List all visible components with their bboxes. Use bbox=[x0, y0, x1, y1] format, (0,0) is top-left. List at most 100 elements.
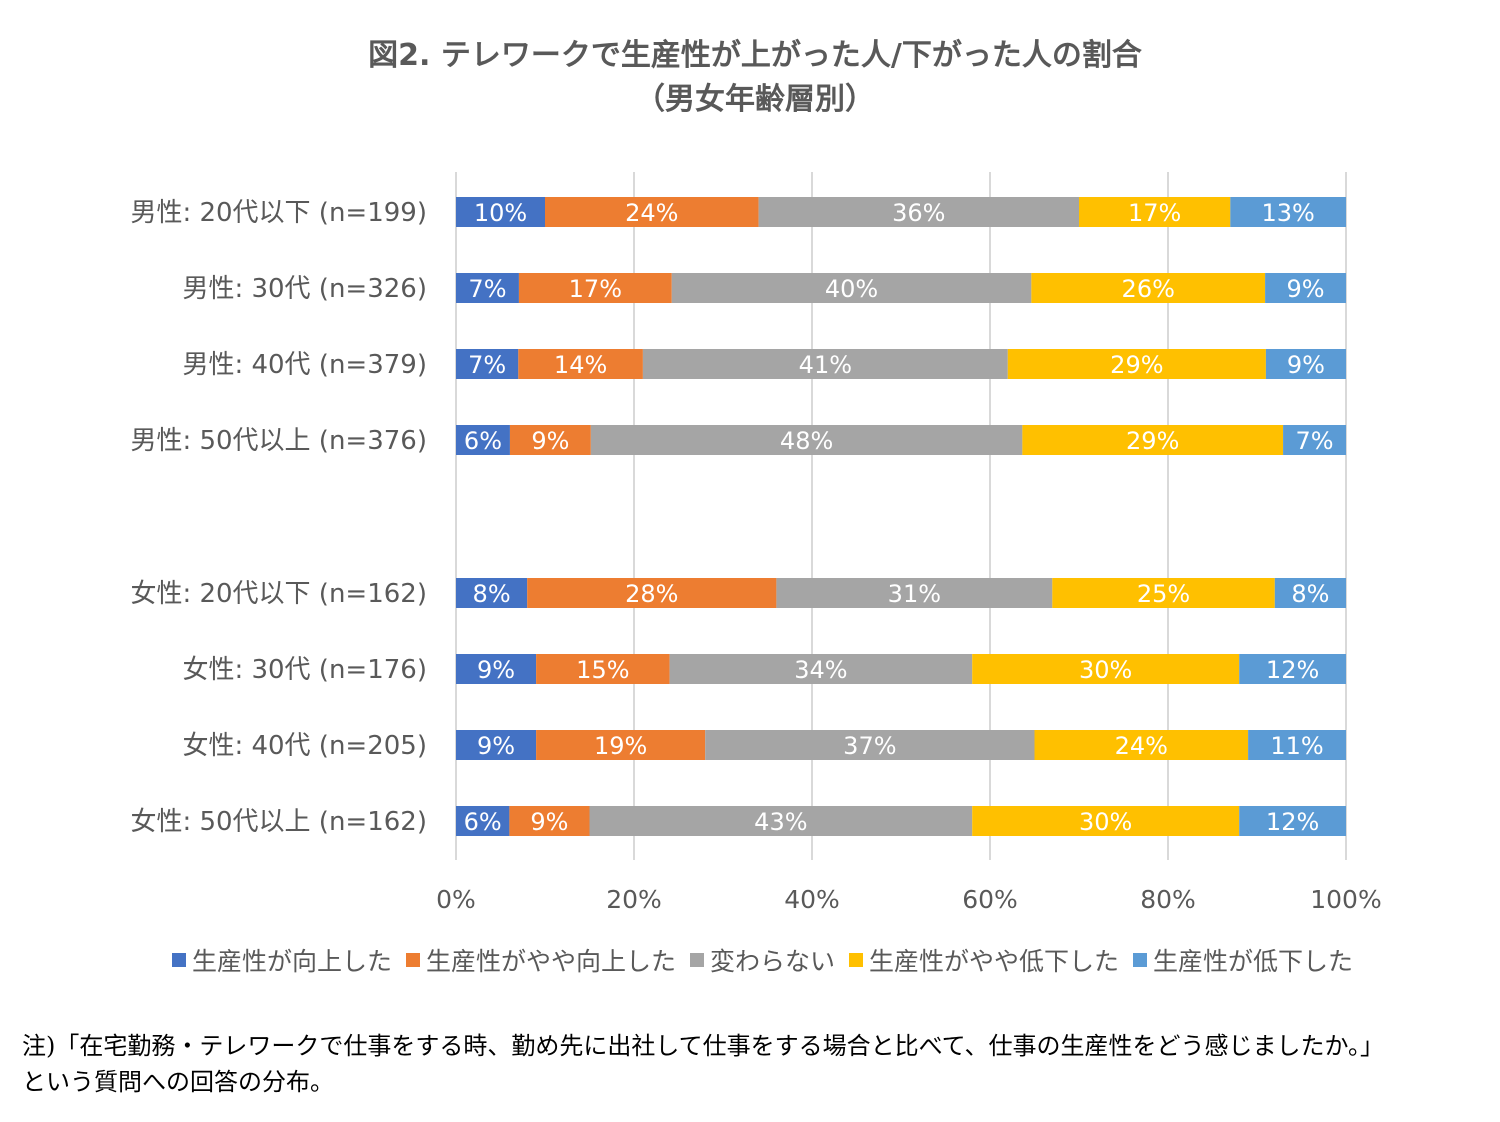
bar-segment bbox=[1079, 197, 1231, 227]
chart-title: 図2. テレワークで生産性が上がった人/下がった人の割合 bbox=[368, 38, 1142, 73]
chart-title-block: 図2. テレワークで生産性が上がった人/下がった人の割合 （男女年齢層別） bbox=[0, 34, 1500, 122]
bar-segment bbox=[642, 349, 1008, 379]
data-label: 40% bbox=[825, 275, 878, 303]
bar-segment bbox=[758, 197, 1079, 227]
bar-segment bbox=[1265, 273, 1346, 303]
bar-segment bbox=[590, 425, 1023, 455]
data-label: 12% bbox=[1266, 808, 1319, 836]
category-label: 女性: 20代以下 (n=162) bbox=[130, 579, 427, 609]
bar-segment bbox=[671, 273, 1032, 303]
bar-segment bbox=[456, 197, 545, 227]
data-label: 9% bbox=[530, 808, 568, 836]
data-label: 12% bbox=[1266, 656, 1319, 684]
bar-segment bbox=[1265, 349, 1346, 379]
bar-segment bbox=[705, 730, 1035, 760]
data-label: 30% bbox=[1079, 656, 1132, 684]
data-label: 13% bbox=[1261, 199, 1314, 227]
data-label: 9% bbox=[1287, 275, 1325, 303]
bar-segment bbox=[509, 806, 590, 836]
data-label: 9% bbox=[531, 427, 569, 455]
bar-segment bbox=[518, 273, 672, 303]
data-label: 25% bbox=[1137, 580, 1190, 608]
data-label: 6% bbox=[464, 427, 502, 455]
x-tick-label: 0% bbox=[436, 885, 476, 914]
data-label: 30% bbox=[1079, 808, 1132, 836]
footnote-line-1: 注)「在宅勤務・テレワークで仕事をする時、勤め先に出社して仕事をする場合と比べて… bbox=[22, 1032, 1384, 1060]
bar-segment bbox=[536, 730, 706, 760]
bar-segment bbox=[1230, 197, 1346, 227]
bar-segment bbox=[456, 654, 537, 684]
bar-segment bbox=[456, 349, 519, 379]
data-label: 8% bbox=[1291, 580, 1329, 608]
data-label: 9% bbox=[477, 732, 515, 760]
data-label: 7% bbox=[468, 275, 506, 303]
bar-segment bbox=[456, 806, 510, 836]
x-tick-label: 80% bbox=[1140, 885, 1196, 914]
bar-segment bbox=[518, 349, 643, 379]
bar-segment bbox=[527, 578, 777, 608]
data-label: 29% bbox=[1126, 427, 1179, 455]
stacked-bar-chart: 0% 20% 40% 60% 80% 100% 男性: 20代以下 (n=199) 10% 24… bbox=[130, 172, 1382, 914]
legend-swatch bbox=[1133, 953, 1148, 967]
legend-item: 生産性が向上した bbox=[171, 942, 392, 978]
x-tick-label: 60% bbox=[962, 885, 1018, 914]
x-tick-label: 40% bbox=[784, 885, 840, 914]
bar-segment bbox=[456, 578, 528, 608]
legend-swatch bbox=[689, 953, 704, 967]
bar-segment bbox=[1034, 730, 1249, 760]
data-label: 29% bbox=[1110, 351, 1163, 379]
bar-segment bbox=[972, 806, 1240, 836]
category-label: 女性: 50代以上 (n=162) bbox=[130, 807, 427, 837]
bar-segment bbox=[1239, 654, 1346, 684]
category-label: 女性: 30代 (n=176) bbox=[182, 655, 427, 685]
bar-segment bbox=[1248, 730, 1346, 760]
data-label: 10% bbox=[474, 199, 527, 227]
bar-segment bbox=[509, 425, 591, 455]
data-label: 8% bbox=[473, 580, 511, 608]
legend-item: 生産性がやや低下した bbox=[849, 942, 1119, 978]
bar-segment bbox=[1239, 806, 1346, 836]
bar-segment bbox=[456, 425, 510, 455]
legend-swatch bbox=[405, 953, 420, 967]
data-label: 24% bbox=[625, 199, 678, 227]
legend-swatch bbox=[849, 953, 863, 967]
legend-swatch bbox=[171, 953, 186, 967]
legend: 生産性が向上した 生産性がやや向上した 変わらない 生産性がやや低下した 生産性が低下し… bbox=[0, 942, 1500, 978]
category-label: 男性: 40代 (n=379) bbox=[182, 350, 427, 380]
bar-segment bbox=[669, 654, 973, 684]
data-label: 7% bbox=[468, 351, 506, 379]
bar-segment bbox=[1283, 425, 1346, 455]
legend-label: 生産性が低下した bbox=[1153, 947, 1354, 976]
category-label: 男性: 30代 (n=326) bbox=[182, 274, 427, 304]
footnote: 注)「在宅勤務・テレワークで仕事をする時、勤め先に出社して仕事をする場合と比べて… bbox=[22, 1028, 1492, 1100]
data-label: 17% bbox=[569, 275, 622, 303]
data-label: 7% bbox=[1295, 427, 1333, 455]
data-label: 37% bbox=[843, 732, 896, 760]
data-label: 9% bbox=[1287, 351, 1325, 379]
data-label: 48% bbox=[780, 427, 833, 455]
x-tick-label: 100% bbox=[1310, 885, 1381, 914]
legend-label: 生産性が向上した bbox=[191, 947, 392, 976]
data-label: 36% bbox=[892, 199, 945, 227]
data-label: 34% bbox=[794, 656, 847, 684]
category-label: 男性: 20代以下 (n=199) bbox=[130, 198, 427, 228]
data-label: 24% bbox=[1115, 732, 1168, 760]
bar-segment bbox=[1022, 425, 1284, 455]
data-label: 31% bbox=[888, 580, 941, 608]
data-label: 19% bbox=[594, 732, 647, 760]
legend-item: 変わらない bbox=[689, 942, 835, 978]
bar-segment bbox=[1031, 273, 1266, 303]
data-label: 17% bbox=[1128, 199, 1181, 227]
category-label: 女性: 40代 (n=205) bbox=[182, 731, 427, 761]
data-label: 9% bbox=[477, 656, 515, 684]
data-label: 26% bbox=[1122, 275, 1175, 303]
bar-segment bbox=[1052, 578, 1275, 608]
x-tick-label: 20% bbox=[606, 885, 662, 914]
data-label: 43% bbox=[754, 808, 807, 836]
data-label: 14% bbox=[554, 351, 607, 379]
bar-segment bbox=[456, 273, 519, 303]
legend-label: 生産性がやや低下した bbox=[869, 947, 1120, 976]
legend-label: 生産性がやや向上した bbox=[425, 947, 676, 976]
data-label: 15% bbox=[576, 656, 629, 684]
legend-item: 生産性がやや向上した bbox=[405, 942, 676, 978]
